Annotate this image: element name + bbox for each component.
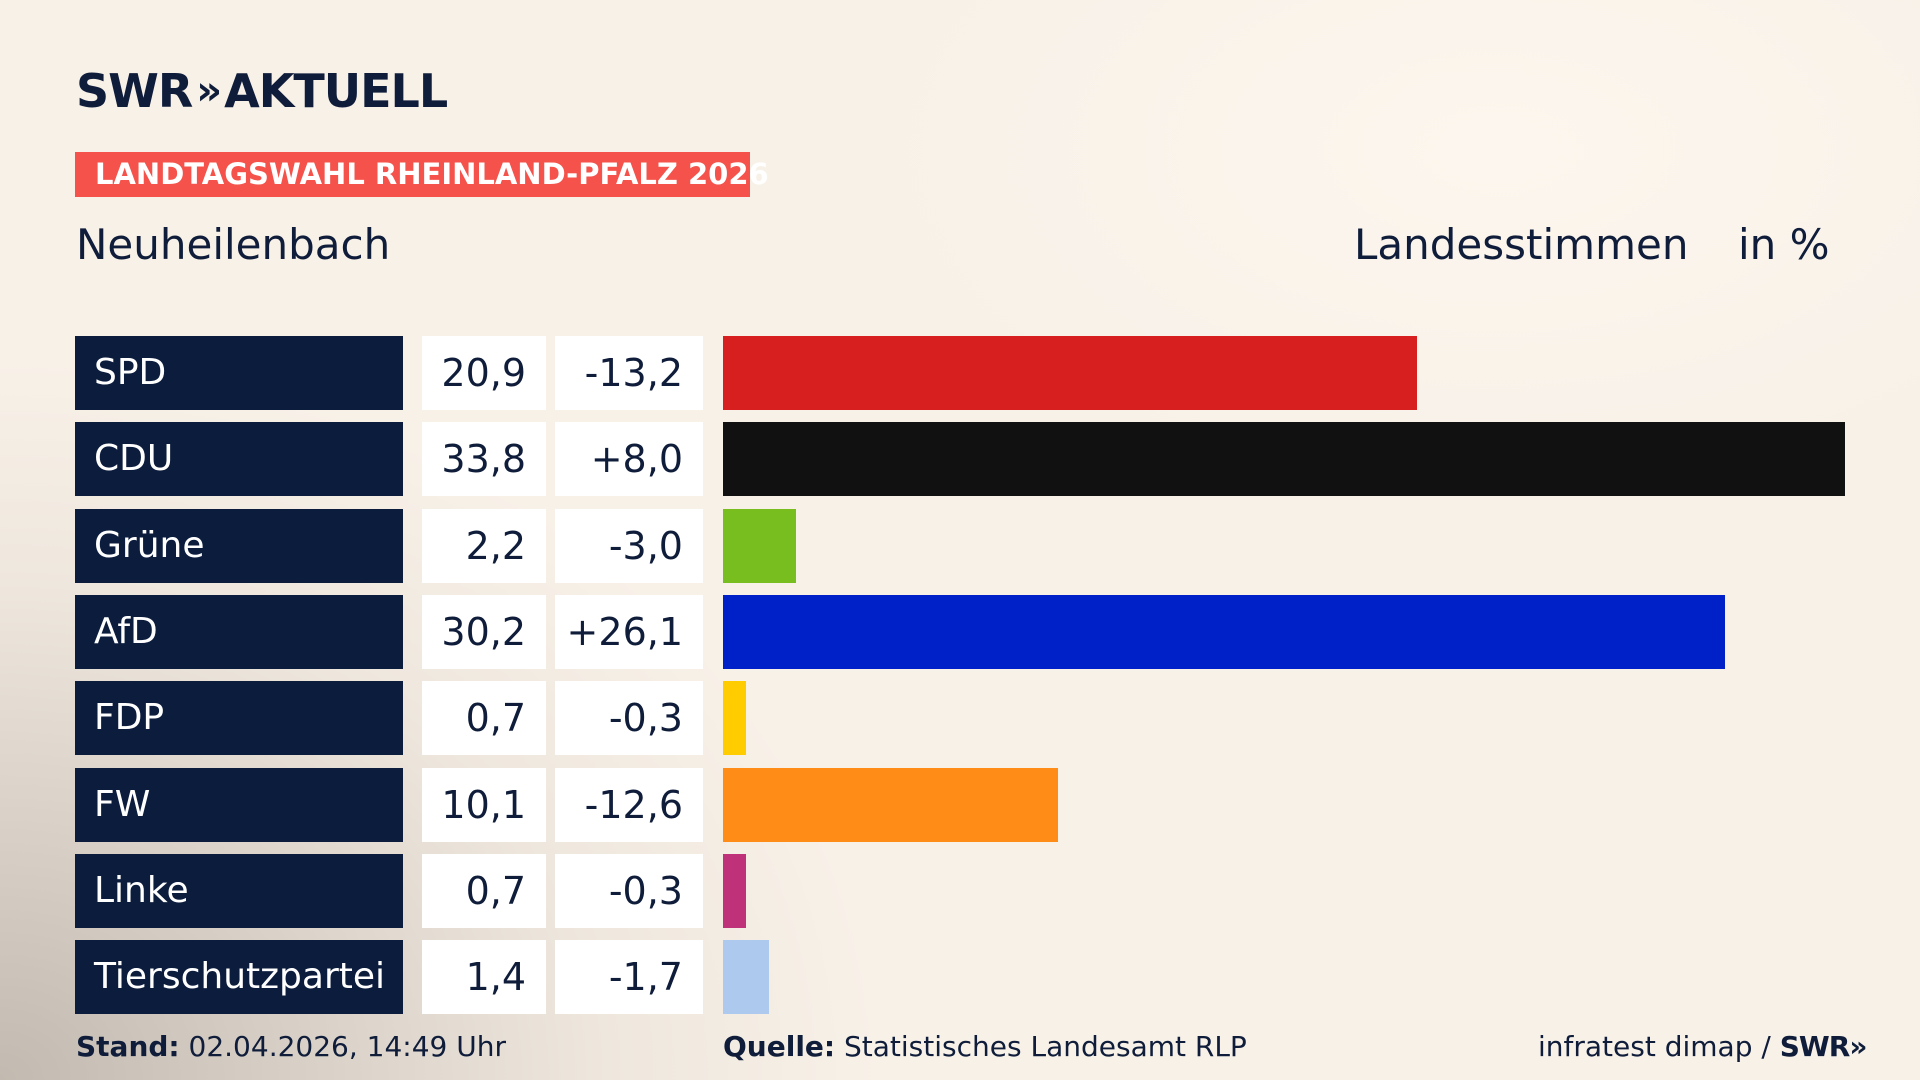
place-name: Neuheilenbach [76,220,391,269]
vote-share-change: -0,3 [555,681,703,756]
source: Quelle: Statistisches Landesamt RLP [723,1030,1247,1063]
result-row: SPD 20,9 -13,2 [75,336,1845,410]
result-row: Tierschutzpartei 1,4 -1,7 [75,940,1845,1015]
party-name: Linke [75,853,403,928]
vote-share-change: +26,1 [555,594,703,669]
result-bar [723,508,796,583]
timestamp-value: 02.04.2026, 14:49 Uhr [188,1030,506,1063]
vote-type-label: Landesstimmen [1354,220,1689,269]
swr-aktuell-logo: SWR » AKTUELL [76,64,448,118]
vote-share-change: -13,2 [555,336,703,410]
vote-share-change: -0,3 [555,853,703,928]
result-row: FW 10,1 -12,6 [75,767,1845,842]
result-row: CDU 33,8 +8,0 [75,422,1845,497]
result-bar [723,681,746,756]
credit: infratest dimap / SWR» [1538,1030,1868,1063]
vote-share-value: 30,2 [422,594,546,669]
credit-text: infratest dimap / [1538,1030,1771,1063]
logo-chevron-icon: » [196,68,222,114]
timestamp-label: Stand: [76,1030,180,1063]
vote-share-value: 10,1 [422,767,546,842]
vote-share-value: 0,7 [422,681,546,756]
result-bar [723,336,1417,410]
logo-aktuell: AKTUELL [224,64,448,118]
result-row: AfD 30,2 +26,1 [75,594,1845,669]
vote-share-change: -3,0 [555,508,703,583]
result-bar [723,594,1725,669]
party-name: CDU [75,422,403,497]
party-name: SPD [75,336,403,410]
vote-share-value: 33,8 [422,422,546,497]
party-name: FW [75,767,403,842]
logo-swr: SWR [76,64,193,118]
vote-share-value: 2,2 [422,508,546,583]
vote-share-value: 1,4 [422,940,546,1015]
result-bar [723,422,1845,497]
party-name: FDP [75,681,403,756]
source-label: Quelle: [723,1030,836,1063]
party-name: Tierschutzpartei [75,940,403,1015]
unit-label: in % [1738,220,1830,269]
result-bar [723,940,769,1015]
result-bar [723,853,746,928]
vote-share-change: -12,6 [555,767,703,842]
result-row: Grüne 2,2 -3,0 [75,508,1845,583]
vote-share-change: +8,0 [555,422,703,497]
election-banner: LANDTAGSWAHL RHEINLAND-PFALZ 2026 [75,152,769,197]
result-row: FDP 0,7 -0,3 [75,681,1845,756]
party-name: Grüne [75,508,403,583]
party-name: AfD [75,594,403,669]
source-value: Statistisches Landesamt RLP [844,1030,1247,1063]
result-bar [723,767,1058,842]
timestamp: Stand: 02.04.2026, 14:49 Uhr [76,1030,506,1063]
vote-share-value: 20,9 [422,336,546,410]
result-row: Linke 0,7 -0,3 [75,853,1845,928]
credit-swr-logo: SWR» [1779,1030,1868,1063]
vote-share-change: -1,7 [555,940,703,1015]
vote-share-value: 0,7 [422,853,546,928]
